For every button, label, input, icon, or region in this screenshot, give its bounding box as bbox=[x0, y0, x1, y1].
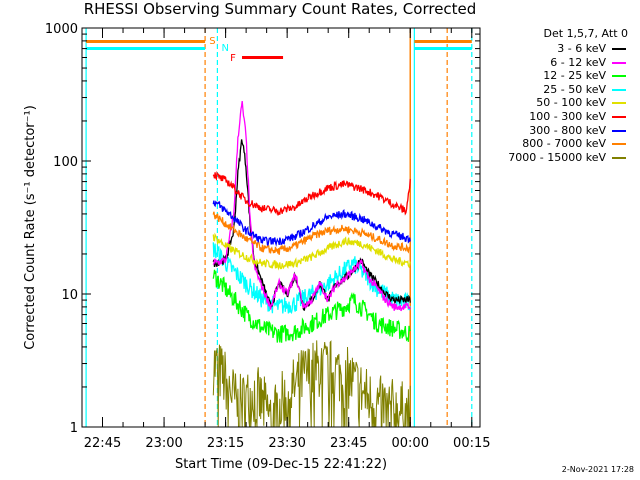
night-label: N bbox=[222, 43, 229, 54]
series-line-3-6-kev bbox=[212, 139, 411, 311]
series-line-800-7000-kev bbox=[212, 211, 411, 255]
footer-date: 2-Nov-2021 17:28 bbox=[561, 465, 634, 474]
legend-label: 800 - 7000 keV bbox=[522, 137, 606, 151]
legend-label: 100 - 300 keV bbox=[529, 109, 606, 123]
legend-label: 3 - 6 keV bbox=[557, 42, 606, 55]
y-tick-label: 1 bbox=[70, 421, 78, 436]
series-line-6-12-kev bbox=[212, 101, 411, 312]
night-bar-left bbox=[86, 47, 206, 50]
legend: 3 - 6 keV 6 - 12 keV 12 - 25 keV 25 - 50 ke… bbox=[480, 42, 630, 164]
y-tick-label: 100 bbox=[53, 155, 78, 170]
legend-label: 12 - 25 keV bbox=[543, 69, 606, 83]
legend-item: 800 - 7000 keV bbox=[480, 137, 630, 151]
series-line-12-25-kev bbox=[212, 269, 411, 343]
legend-item: 6 - 12 keV bbox=[480, 56, 630, 70]
series-line-50-100-kev bbox=[212, 232, 411, 271]
x-tick-label: 23:45 bbox=[330, 436, 367, 451]
flare-bar bbox=[242, 56, 284, 59]
legend-label: 7000 - 15000 keV bbox=[508, 150, 606, 164]
series-line-100-300-kev bbox=[212, 170, 411, 217]
x-axis-label: Start Time (09-Dec-15 22:41:22) bbox=[175, 457, 387, 472]
legend-swatch bbox=[612, 143, 626, 146]
night-bar-right bbox=[414, 47, 472, 50]
x-tick-label: 23:15 bbox=[207, 436, 244, 451]
legend-item: 3 - 6 keV bbox=[480, 42, 630, 56]
series-line-25-50-kev bbox=[212, 242, 411, 315]
legend-swatch bbox=[612, 156, 626, 159]
x-tick-label: 22:45 bbox=[84, 436, 121, 451]
legend-swatch bbox=[612, 115, 626, 118]
legend-swatch bbox=[612, 88, 626, 91]
legend-swatch bbox=[612, 75, 626, 78]
legend-label: 6 - 12 keV bbox=[550, 55, 606, 69]
legend-label: 50 - 100 keV bbox=[536, 96, 606, 110]
saa-bar-left bbox=[86, 40, 206, 43]
legend-item: 100 - 300 keV bbox=[480, 110, 630, 124]
y-tick-label: 10 bbox=[61, 288, 78, 303]
legend-item: 12 - 25 keV bbox=[480, 69, 630, 83]
y-axis-label: Corrected Count Rate (s⁻¹ detector⁻¹) bbox=[23, 105, 38, 350]
saa-bar-right bbox=[414, 40, 472, 43]
x-tick-label: 00:00 bbox=[392, 436, 429, 451]
legend-item: 7000 - 15000 keV bbox=[480, 151, 630, 165]
legend-item: 50 - 100 keV bbox=[480, 96, 630, 110]
legend-swatch bbox=[612, 102, 626, 105]
saa-label: S bbox=[209, 36, 215, 47]
detector-info: Det 1,5,7, Att 0 bbox=[543, 27, 628, 40]
series-line-7000-15000-kev bbox=[212, 340, 411, 428]
plot-frame bbox=[81, 27, 481, 428]
legend-label: 300 - 800 keV bbox=[529, 123, 606, 137]
legend-swatch bbox=[612, 61, 626, 64]
flare-label: F bbox=[230, 53, 236, 64]
y-tick-label: 1000 bbox=[45, 22, 78, 37]
series-line-300-800-kev bbox=[212, 200, 411, 247]
x-tick-label: 00:15 bbox=[453, 436, 490, 451]
x-tick-label: 23:00 bbox=[145, 436, 182, 451]
chart-title: RHESSI Observing Summary Count Rates, Co… bbox=[83, 0, 477, 18]
legend-item: 25 - 50 keV bbox=[480, 83, 630, 97]
legend-item: 300 - 800 keV bbox=[480, 124, 630, 138]
legend-label: 25 - 50 keV bbox=[543, 82, 606, 96]
x-tick-label: 23:30 bbox=[268, 436, 305, 451]
legend-swatch bbox=[612, 129, 626, 132]
legend-swatch bbox=[612, 48, 626, 50]
